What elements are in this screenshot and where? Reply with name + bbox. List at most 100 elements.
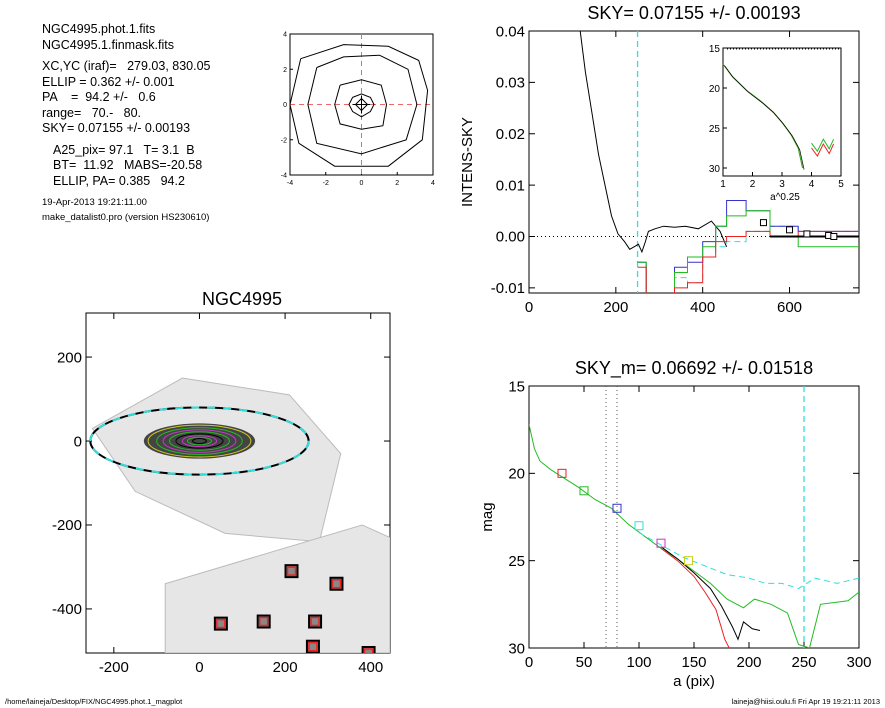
mag-xtick-label: 200	[736, 654, 761, 671]
mag-xtick-label: 300	[846, 654, 871, 671]
mag-title: SKY_m= 0.06692 +/- 0.01518	[575, 358, 813, 379]
centroid-xtick-label: 0	[360, 180, 364, 187]
mag-square-marker	[656, 538, 666, 548]
inset-ytick-label: 20	[709, 84, 721, 95]
sky-frame	[528, 30, 860, 294]
galaxy-isophote	[156, 427, 243, 455]
mag-series-red	[660, 547, 730, 648]
center-line: XC,YC (iraf)= 279.03, 830.05	[42, 59, 211, 73]
galaxy-isophote	[175, 433, 224, 449]
range-line: range= 70.- 80.	[42, 105, 142, 120]
centroid-ytick-label: -2	[281, 137, 287, 144]
sky-xtick-label: 400	[690, 299, 715, 316]
image-title: NGC4995	[202, 289, 282, 309]
ellip-pa-line: ELLIP, PA= 0.385 94.2	[53, 173, 185, 188]
sky-xtick-label: 0	[525, 299, 533, 316]
mask-box-inner	[258, 616, 269, 627]
mag-square-marker	[684, 556, 693, 566]
bt-line: BT= 11.92 MABS=-20.58	[53, 158, 203, 172]
inset-tail-green	[811, 138, 835, 153]
mask-box	[308, 614, 323, 629]
centroid-ytick-label: -4	[281, 173, 287, 180]
inset-ytick-label: 15	[709, 44, 721, 55]
sky-line: SKY= 0.07155 +/- 0.00193	[42, 121, 191, 135]
mag-ylabel: mag	[479, 502, 496, 531]
sky-ytick-label: -0.01	[491, 280, 525, 297]
centroid-xtick-label: -4	[287, 180, 293, 187]
galaxy-isophote	[192, 438, 207, 445]
sky-ytick-label: 0.00	[496, 229, 525, 246]
image-xtick-label: 200	[273, 659, 298, 676]
image-ytick-label: 0	[74, 433, 82, 450]
a25-line: A25_pix= 97.1 T= 3.1 B	[53, 142, 195, 157]
sky-title: SKY= 0.07155 +/- 0.00193	[587, 3, 800, 23]
mask-box	[213, 616, 228, 631]
mag-series-green	[529, 424, 859, 648]
sky-xtick-label: 200	[603, 299, 628, 316]
mag-series-black	[660, 546, 761, 641]
mask-box-inner	[363, 648, 374, 653]
mag-xtick-label: 50	[576, 654, 593, 671]
galaxy-isophote	[181, 435, 218, 447]
sky-ytick-label: 0.03	[496, 75, 525, 92]
footer-user: laineja@hiisi.oulu.fi Fri Apr 19 19:21:1…	[731, 697, 880, 706]
mag-ytick-label: 15	[508, 378, 525, 395]
sky-marker	[830, 232, 838, 240]
sky-series-black	[579, 31, 728, 254]
image-xtick-label: 0	[195, 659, 203, 676]
date-line: 19-Apr-2013 19:21:11.00	[42, 197, 147, 208]
sky-marker	[786, 226, 794, 234]
galaxy-isophote	[162, 429, 237, 453]
image-xtick-label: -200	[99, 659, 129, 676]
centroid-contour	[348, 93, 375, 118]
sky-series-blue	[637, 200, 859, 293]
inset-xtick-label: 1	[720, 179, 726, 190]
galaxy-core-fill	[143, 423, 256, 459]
centroid-contour	[334, 79, 388, 130]
mag-square-marker	[612, 503, 622, 513]
inset-xtick-label: 4	[809, 179, 815, 190]
mag-ytick-label: 25	[508, 553, 525, 570]
mag-xtick-label: 100	[626, 654, 651, 671]
centroid-contour	[289, 44, 429, 167]
ellip-line: ELLIP = 0.362 +/- 0.001	[42, 74, 175, 89]
image-field	[89, 377, 390, 653]
mag-xtick-label: 250	[791, 654, 816, 671]
mag-xtick-label: 150	[681, 654, 706, 671]
galaxy-isophote	[147, 424, 252, 458]
mask-box	[361, 646, 376, 653]
inset-ytick-label: 25	[709, 124, 721, 135]
sky-series-red	[637, 230, 859, 293]
centroid-xtick-label: 4	[431, 180, 435, 187]
image-ytick-label: 200	[57, 349, 82, 366]
mag-series-cyan	[638, 532, 859, 590]
input-file-line: NGC4995.phot.1.fits	[42, 22, 156, 36]
mask-box-inner	[310, 616, 320, 627]
centroid-xtick-label: 2	[395, 180, 399, 187]
centroid-contour	[307, 54, 418, 155]
mag-frame	[528, 385, 860, 649]
version-line: make_datalist0.pro (version HS230610)	[42, 212, 210, 223]
header-info: NGC4995.phot.1.fits NGC4995.1.finmask.fi…	[42, 22, 282, 225]
mag-square-marker	[634, 521, 644, 531]
inset-tail-red	[811, 142, 835, 157]
mask-box-inner	[331, 578, 342, 589]
inset-xtick-label: 2	[750, 179, 756, 190]
mask-box	[305, 639, 320, 653]
galaxy-isophote	[168, 431, 230, 451]
mag-xtick-label: 0	[525, 654, 533, 671]
footer-path: /home/laineja/Desktop/FIX/NGC4995.phot.1…	[5, 697, 183, 706]
inset-xlabel: a^0.25	[770, 192, 800, 203]
inset-frame	[722, 47, 842, 177]
image-xtick-label: 400	[358, 659, 383, 676]
mask-box	[284, 564, 299, 579]
sky-ytick-label: 0.04	[496, 23, 525, 40]
sky-xtick-label: 600	[777, 299, 802, 316]
sky-ylabel: INTENS-SKY	[459, 117, 476, 207]
image-ytick-label: -200	[52, 517, 82, 534]
mag-xlabel: a (pix)	[673, 673, 715, 690]
sky-series-green	[637, 210, 859, 293]
image-speckle-upper	[91, 377, 342, 543]
sky-ytick-label: 0.02	[496, 126, 525, 143]
mag-square-marker	[557, 468, 567, 478]
